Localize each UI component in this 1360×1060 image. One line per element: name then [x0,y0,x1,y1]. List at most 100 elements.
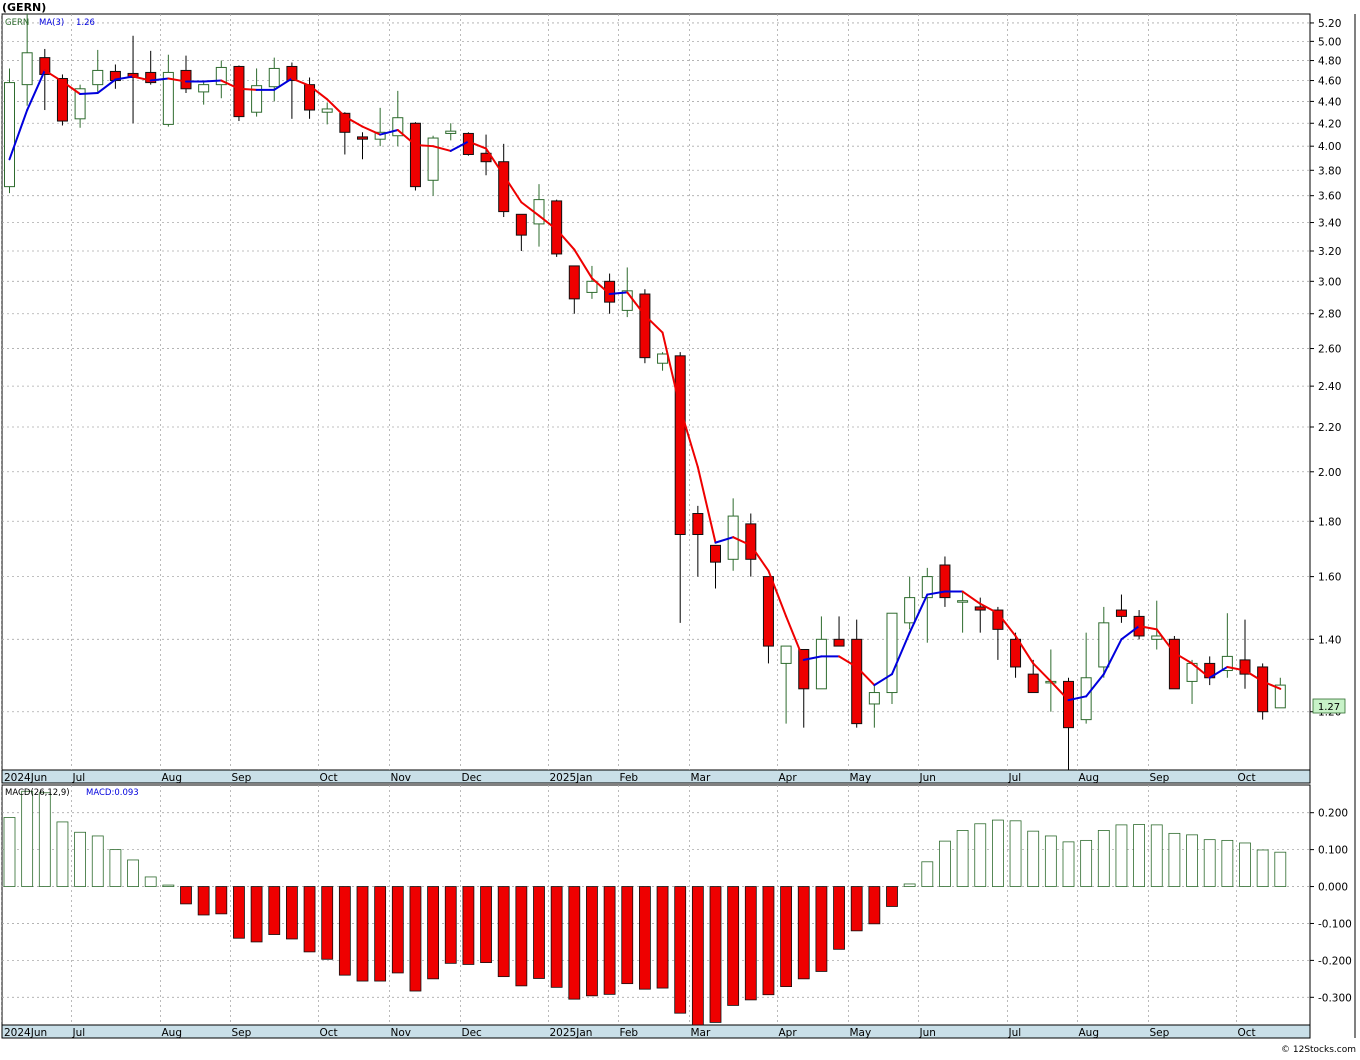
ma3-segment [414,144,435,148]
macd-bar-negative [533,886,545,979]
ma3-segment [626,291,646,317]
ma3-segment [926,590,946,596]
price-y-tick-label: 2.60 [1318,344,1341,356]
ma3-segment [308,84,329,101]
candle-down [1239,659,1251,675]
macd-x-tick-label: May [850,1027,872,1039]
macd-bar-positive [939,840,951,887]
candle-down [1168,638,1180,690]
price-x-tick-label: Aug [1079,772,1100,784]
ma3-segment [608,291,629,296]
ma3-segment [873,673,893,687]
candle-up [427,137,439,181]
ma3-segment [1173,651,1194,665]
price-y-tick-label: 1.40 [1318,634,1341,646]
macd-bar-positive [1239,842,1251,887]
ma3-segment [679,407,699,469]
ma3-segment [520,201,540,217]
macd-bar-negative [603,886,616,995]
ma3-segment [149,77,170,82]
price-x-tick-label: Aug [162,772,183,784]
macd-bar-positive [1186,834,1198,887]
macd-bar-negative [727,886,740,1006]
ma3-segment [96,78,117,94]
macd-bar-negative [462,886,475,965]
price-y-tick-label: 2.80 [1318,309,1341,321]
candle-up [621,290,633,311]
ma3-segment [979,602,999,615]
macd-bar-negative [550,886,563,988]
candle-up [1274,684,1286,709]
macd-legend-label: MACD(26,12,9) [5,788,70,798]
candle-down [56,77,68,122]
macd-x-tick-label: Mar [691,1027,711,1039]
candle-down [762,576,774,647]
candle-down [498,161,510,213]
ma3-segment [114,75,135,81]
price-x-tick-label: May [850,772,872,784]
macd-bar-negative [515,886,528,987]
candle-up [215,66,227,86]
ma3-segment [1261,680,1282,690]
macd-bar-negative [868,886,881,925]
macd-bar-positive [1062,841,1075,887]
macd-y-tick-label: -0.100 [1318,918,1352,930]
macd-bar-negative [780,886,792,987]
price-y-tick-label: 3.00 [1318,276,1341,288]
price-y-tick-label: 2.00 [1318,467,1341,479]
candle-up [780,645,792,664]
ma3-segment [1085,673,1105,698]
candle-up [198,84,210,93]
ma3-segment [1244,669,1264,683]
macd-bar-positive [1221,839,1234,887]
macd-bar-negative [639,886,651,990]
ma3-segment [855,665,876,687]
macd-bar-negative [391,886,404,974]
candle-down [851,638,863,725]
candle-down [39,57,51,75]
price-y-tick-label: 3.80 [1318,165,1341,177]
candle-up [815,638,827,690]
candle-down [339,112,351,133]
macd-bar-positive [992,819,1004,887]
price-y-tick-label: 4.40 [1318,96,1341,108]
ma3-segment [1191,662,1211,679]
price-x-tick-label: Sep [232,772,252,784]
macd-bar-negative [480,886,492,963]
macd-bar-negative [180,886,192,905]
last-price-label: 1.27 [1318,702,1340,713]
ma3-segment [891,631,911,676]
candle-down [1010,638,1022,668]
candle-down [568,265,580,300]
macd-bar-negative [374,886,387,982]
ma3-segment [538,214,558,231]
macd-bar-positive [1044,835,1057,887]
price-x-tick-label: Apr [779,772,798,784]
macd-date-axis-band [1,1024,1311,1039]
macd-bar-negative [233,886,245,939]
macd-bar-negative [356,886,369,982]
candle-up [162,71,174,125]
candle-down [357,136,368,140]
ma3-segment [273,77,293,91]
candle-up [1098,622,1110,668]
ma3-segment [396,129,417,147]
candle-up [321,108,333,113]
macd-bar-positive [74,831,86,887]
ma3-segment [26,69,46,112]
candle-up [957,600,969,603]
macd-bar-negative [656,886,669,989]
price-y-tick-label: 4.60 [1318,76,1341,88]
candle-down [639,293,651,359]
macd-bar-negative [303,886,316,953]
price-panel [1,13,1311,771]
macd-x-tick-label: Apr [779,1027,798,1039]
candle-up [251,85,263,113]
macd-bar-negative [674,886,687,1014]
macd-bar-positive [127,859,139,887]
macd-bar-negative [744,886,757,1001]
candle-down [674,355,686,536]
macd-bar-positive [3,817,16,887]
price-y-tick-label: 2.40 [1318,381,1341,393]
ma3-segment [220,79,240,90]
